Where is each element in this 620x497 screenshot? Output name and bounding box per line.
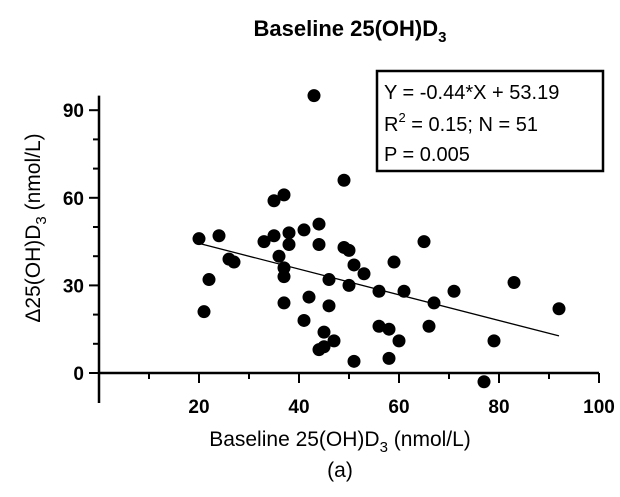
- data-point: [477, 375, 491, 389]
- data-point: [322, 299, 336, 313]
- data-point: [317, 325, 331, 339]
- chart-title: Baseline 25(OH)D3: [254, 16, 447, 46]
- figure-caption: (a): [327, 459, 353, 482]
- data-point: [382, 322, 396, 336]
- data-point: [317, 340, 331, 354]
- data-point: [392, 334, 406, 348]
- data-point: [282, 238, 296, 252]
- data-point: [257, 235, 271, 249]
- data-point: [227, 255, 241, 269]
- x-tick-label: 40: [288, 397, 309, 418]
- data-point: [357, 267, 371, 281]
- x-axis-label: Baseline 25(OH)D3 (nmol/L): [209, 428, 471, 456]
- regression-line: [198, 242, 560, 337]
- data-point: [297, 223, 311, 237]
- data-point: [277, 188, 291, 202]
- data-point: [307, 89, 321, 103]
- equation-text: Y = -0.44*X + 53.19: [384, 82, 559, 104]
- data-point: [297, 313, 311, 327]
- x-tick-label: 20: [188, 397, 209, 418]
- x-tick-label: 80: [488, 397, 509, 418]
- data-point: [347, 354, 361, 368]
- data-point: [282, 226, 296, 240]
- data-point: [277, 296, 291, 310]
- data-point: [372, 284, 386, 298]
- r-squared-text: R2 = 0.15; N = 51: [384, 110, 538, 136]
- data-point: [267, 229, 281, 243]
- y-tick-label: 0: [73, 364, 84, 385]
- data-point: [312, 238, 326, 252]
- data-point: [397, 284, 411, 298]
- data-point: [337, 173, 351, 187]
- data-point: [487, 334, 501, 348]
- data-point: [422, 319, 436, 333]
- data-point: [347, 258, 361, 272]
- regression-annotation-box: Y = -0.44*X + 53.19 R2 = 0.15; N = 51 P …: [375, 69, 605, 173]
- y-tick-label: 60: [63, 189, 84, 210]
- data-point: [507, 275, 521, 289]
- y-axis: 0 30 60 90: [63, 95, 101, 403]
- data-point: [302, 290, 316, 304]
- data-point: [552, 302, 566, 316]
- data-point: [447, 284, 461, 298]
- y-tick-label: 30: [63, 276, 84, 297]
- data-point: [212, 229, 226, 243]
- data-point: [417, 235, 431, 249]
- x-tick-label: 60: [388, 397, 409, 418]
- data-point: [272, 249, 286, 263]
- data-point: [277, 270, 291, 284]
- x-axis: 20 40 60 80 100: [99, 371, 615, 418]
- data-point: [327, 334, 341, 348]
- data-point: [197, 305, 211, 319]
- data-point: [382, 351, 396, 365]
- data-point: [312, 217, 326, 231]
- data-point: [387, 255, 401, 269]
- x-tick-label: 100: [583, 397, 615, 418]
- y-tick-label: 90: [63, 101, 84, 122]
- y-axis-label: Δ25(OH)D3 (nmol/L): [22, 133, 50, 322]
- data-point: [267, 194, 281, 208]
- data-point: [372, 319, 386, 333]
- data-point: [342, 243, 356, 257]
- data-point: [427, 296, 441, 310]
- p-value-text: P = 0.005: [384, 144, 470, 166]
- data-point: [202, 273, 216, 287]
- data-point: [192, 232, 206, 246]
